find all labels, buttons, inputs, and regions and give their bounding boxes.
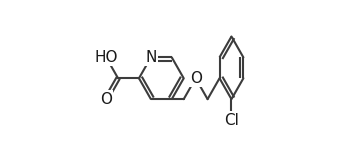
Text: N: N [145,50,157,65]
Text: HO: HO [94,50,118,65]
Text: O: O [190,71,202,86]
Text: O: O [100,92,112,107]
Text: Cl: Cl [224,113,239,128]
